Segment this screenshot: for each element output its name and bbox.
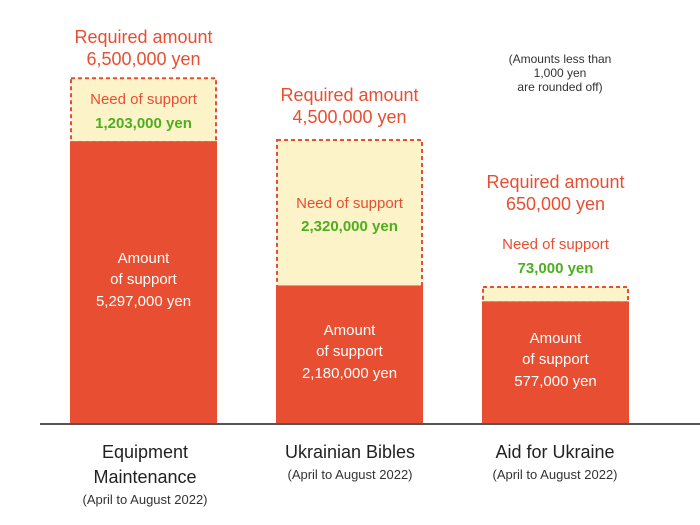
category-period: (April to August 2022) [82,492,208,507]
required-value: 650,000 yen [506,194,605,214]
required-value: 6,500,000 yen [86,49,200,69]
support-title: Amount [118,250,171,267]
support-title: of support [522,351,590,368]
rounding-note-line: 1,000 yen [533,66,587,80]
support-segment [276,285,423,423]
category-label-aid: Aid for Ukraine (April to August 2022) [455,440,655,482]
need-segment [70,77,217,144]
need-value: 73,000 yen [518,260,594,277]
category-name: Ukrainian Bibles [284,442,416,462]
support-title: Amount [530,330,583,347]
required-title: Required amount [486,172,624,192]
category-name: Aid for Ukraine [495,442,615,462]
support-value: 2,180,000 yen [302,365,397,382]
support-value: 5,297,000 yen [96,293,191,310]
required-value: 4,500,000 yen [292,107,406,127]
need-value: 1,203,000 yen [95,115,192,132]
support-title: of support [110,271,178,288]
support-value: 577,000 yen [514,373,597,390]
rounding-note-line: (Amounts less than [508,52,612,66]
category-period: (April to August 2022) [287,467,413,482]
category-period: (April to August 2022) [492,467,618,482]
need-value: 2,320,000 yen [301,218,398,235]
category-label-bibles: Ukrainian Bibles (April to August 2022) [250,440,450,482]
rounding-note-line: are rounded off) [517,80,603,94]
support-title: of support [316,343,384,360]
rounding-note: (Amounts less than 1,000 yen are rounded… [480,52,640,94]
category-name: Maintenance [93,467,197,487]
category-name: Equipment [101,442,189,462]
required-title: Required amount [74,27,212,47]
required-title: Required amount [280,85,418,105]
need-title: Need of support [502,236,610,253]
category-label-equipment: Equipment Maintenance (April to August 2… [45,440,245,507]
support-title: Amount [324,322,377,339]
support-segment [70,141,217,424]
need-segment [482,285,629,304]
need-title: Need of support [296,195,404,212]
need-title: Need of support [90,91,198,108]
support-segment [482,301,629,423]
need-segment [276,139,423,288]
